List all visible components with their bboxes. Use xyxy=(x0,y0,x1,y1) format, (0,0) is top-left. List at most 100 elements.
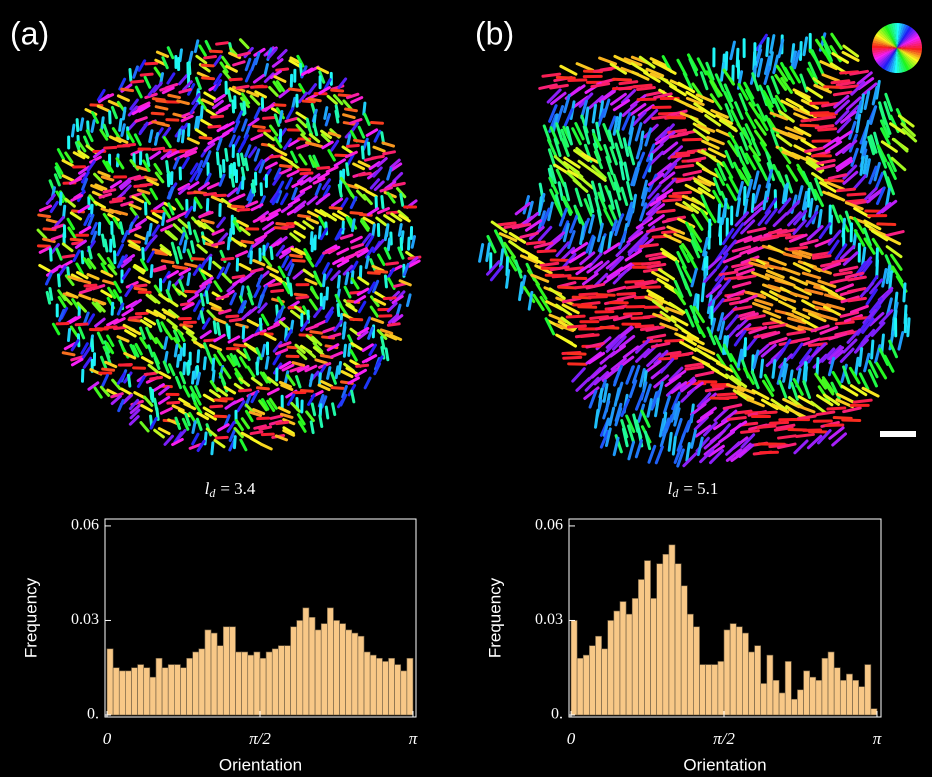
cell xyxy=(569,80,586,81)
cell xyxy=(843,420,860,421)
cell xyxy=(207,199,208,210)
cell xyxy=(376,271,387,272)
bar xyxy=(638,580,644,715)
cell xyxy=(123,108,125,119)
cell xyxy=(579,307,596,308)
bar xyxy=(828,652,834,715)
cell xyxy=(71,239,82,240)
cell xyxy=(63,353,74,355)
bar xyxy=(303,608,309,715)
cell xyxy=(905,315,906,332)
cell xyxy=(589,297,606,298)
bar xyxy=(131,668,137,715)
bar xyxy=(174,665,180,715)
cell xyxy=(364,103,365,114)
cell xyxy=(217,43,228,44)
cell xyxy=(111,201,122,202)
cell xyxy=(39,215,50,217)
bar xyxy=(180,668,186,715)
bar xyxy=(626,614,632,715)
x-tick-label: π/2 xyxy=(713,729,735,748)
cell xyxy=(819,129,836,130)
cell xyxy=(388,239,389,250)
cell xyxy=(373,225,375,236)
bar xyxy=(389,658,395,715)
cell xyxy=(147,155,149,166)
bar xyxy=(675,564,681,715)
cell xyxy=(232,175,234,186)
cell xyxy=(77,120,78,131)
bar xyxy=(785,661,791,715)
title-subscript: d xyxy=(672,486,679,500)
bar xyxy=(156,658,162,715)
cell xyxy=(198,351,199,362)
bar xyxy=(395,665,401,715)
cell xyxy=(277,69,288,70)
cell xyxy=(290,284,291,295)
cell xyxy=(674,192,691,194)
bar xyxy=(291,627,297,715)
cell xyxy=(167,120,178,121)
cell xyxy=(838,189,855,191)
bar xyxy=(577,658,583,715)
cell xyxy=(718,394,735,395)
cell xyxy=(773,235,790,237)
panel-label: (a) xyxy=(10,15,49,51)
bar xyxy=(229,627,235,715)
x-tick-label: π xyxy=(409,729,418,748)
bar xyxy=(364,652,370,715)
cell xyxy=(120,364,131,365)
cell xyxy=(568,353,585,354)
bar xyxy=(248,655,254,715)
bar xyxy=(333,620,339,715)
bar xyxy=(663,554,669,715)
cell xyxy=(242,241,253,243)
bar xyxy=(810,677,816,715)
cell xyxy=(257,388,268,389)
bar xyxy=(358,636,364,715)
bar xyxy=(822,658,828,715)
cell xyxy=(50,288,52,299)
cell xyxy=(882,335,884,352)
cell xyxy=(323,297,324,308)
figure: (a)ld= 3.40.0.030.060π/2πOrientationFreq… xyxy=(0,0,932,777)
cell xyxy=(203,78,214,79)
cell xyxy=(826,425,843,426)
cell xyxy=(130,317,141,318)
cell xyxy=(156,253,167,255)
bar xyxy=(254,652,260,715)
cell xyxy=(280,165,291,166)
cell xyxy=(501,250,503,267)
cell xyxy=(601,327,618,328)
bar xyxy=(315,630,321,715)
bar xyxy=(755,646,761,715)
cell xyxy=(908,319,909,336)
cell xyxy=(146,63,157,64)
bar xyxy=(797,690,803,715)
bar xyxy=(846,674,852,715)
bar xyxy=(730,624,736,715)
y-axis-label: Frequency xyxy=(485,577,504,658)
cell xyxy=(270,156,281,157)
bar xyxy=(205,630,211,715)
cell xyxy=(325,108,327,119)
cell xyxy=(673,437,675,454)
cell xyxy=(339,95,350,96)
cell xyxy=(815,115,832,116)
cell xyxy=(620,82,637,84)
cell xyxy=(347,164,348,175)
cell xyxy=(168,402,179,403)
cell xyxy=(262,345,264,356)
cell xyxy=(332,388,343,389)
cell xyxy=(357,365,368,366)
cell xyxy=(368,273,379,274)
cell xyxy=(557,77,574,78)
panel-label: (b) xyxy=(475,15,514,51)
cell xyxy=(553,276,570,277)
cell xyxy=(320,416,322,427)
bar xyxy=(632,598,638,715)
cell xyxy=(120,119,121,130)
cell xyxy=(262,434,273,435)
cell xyxy=(351,319,362,320)
bar xyxy=(834,668,840,715)
